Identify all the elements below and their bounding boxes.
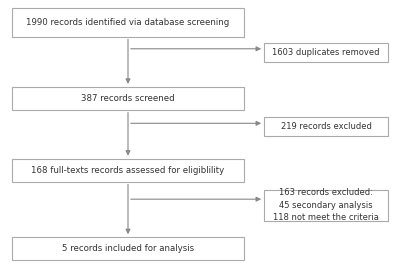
Text: 387 records screened: 387 records screened xyxy=(81,94,175,103)
FancyBboxPatch shape xyxy=(12,237,244,260)
FancyBboxPatch shape xyxy=(12,87,244,110)
FancyBboxPatch shape xyxy=(264,117,388,136)
Text: 163 records excluded:
45 secondary analysis
118 not meet the criteria: 163 records excluded: 45 secondary analy… xyxy=(273,188,379,222)
Text: 1990 records identified via database screening: 1990 records identified via database scr… xyxy=(26,18,230,27)
FancyBboxPatch shape xyxy=(264,43,388,62)
Text: 219 records excluded: 219 records excluded xyxy=(280,121,372,131)
Text: 168 full-texts records assessed for eligiblility: 168 full-texts records assessed for elig… xyxy=(31,166,225,175)
FancyBboxPatch shape xyxy=(12,159,244,182)
Text: 1603 duplicates removed: 1603 duplicates removed xyxy=(272,48,380,57)
FancyBboxPatch shape xyxy=(264,190,388,221)
FancyBboxPatch shape xyxy=(12,8,244,37)
Text: 5 records included for analysis: 5 records included for analysis xyxy=(62,244,194,253)
